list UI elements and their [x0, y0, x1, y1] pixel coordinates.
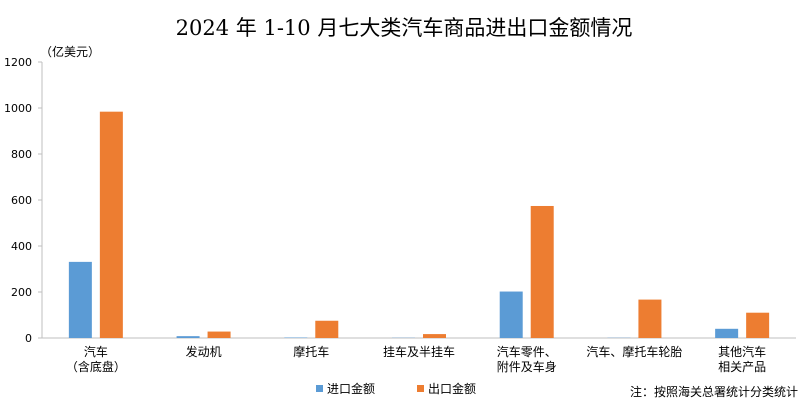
y-tick-label: 800	[11, 148, 32, 161]
y-tick-label: 200	[11, 286, 32, 299]
bar-export-0	[99, 111, 123, 339]
bar-export-4	[530, 205, 554, 338]
bar-export-2	[315, 320, 339, 338]
x-category-label: 汽车	[84, 344, 108, 359]
legend-label-import: 进口金额	[327, 382, 376, 396]
x-category-label: （含底盘）	[66, 359, 126, 374]
legend-item-export: 出口金额	[417, 380, 476, 397]
bar-export-1	[207, 331, 231, 338]
legend-label-export: 出口金额	[428, 382, 477, 396]
y-tick-label: 0	[25, 332, 32, 345]
source-note: 注：按照海关总署统计分类统计	[629, 385, 798, 399]
x-category-label: 附件及车身	[497, 359, 557, 374]
bar-import-1	[176, 336, 200, 338]
bar-import-6	[715, 328, 739, 338]
legend: 进口金额 出口金额	[316, 380, 476, 397]
x-category-label: 汽车、摩托车轮胎	[586, 344, 682, 359]
x-category-label: 汽车零件、	[497, 344, 557, 359]
y-tick-label: 1000	[4, 102, 32, 115]
x-category-label: 摩托车	[293, 344, 329, 359]
chart-title: 2024 年 1-10 月七大类汽车商品进出口金额情况	[175, 16, 633, 40]
legend-item-import: 进口金额	[316, 380, 375, 397]
x-category-label: 其他汽车	[718, 344, 766, 359]
y-axis-unit-label: （亿美元）	[40, 45, 101, 59]
y-tick-label: 600	[11, 194, 32, 207]
legend-swatch-import	[316, 385, 323, 392]
y-tick-label: 1200	[4, 56, 32, 69]
x-category-label: 相关产品	[718, 360, 766, 374]
legend-swatch-export	[417, 385, 425, 392]
x-category-label: 挂车及半挂车	[383, 344, 455, 359]
bar-export-6	[746, 312, 770, 338]
bar-export-3	[423, 334, 446, 338]
y-tick-label: 400	[11, 240, 32, 253]
bar-import-0	[68, 261, 92, 338]
bar-export-5	[638, 299, 662, 338]
x-category-label: 发动机	[186, 344, 222, 359]
bar-import-4	[499, 291, 523, 338]
